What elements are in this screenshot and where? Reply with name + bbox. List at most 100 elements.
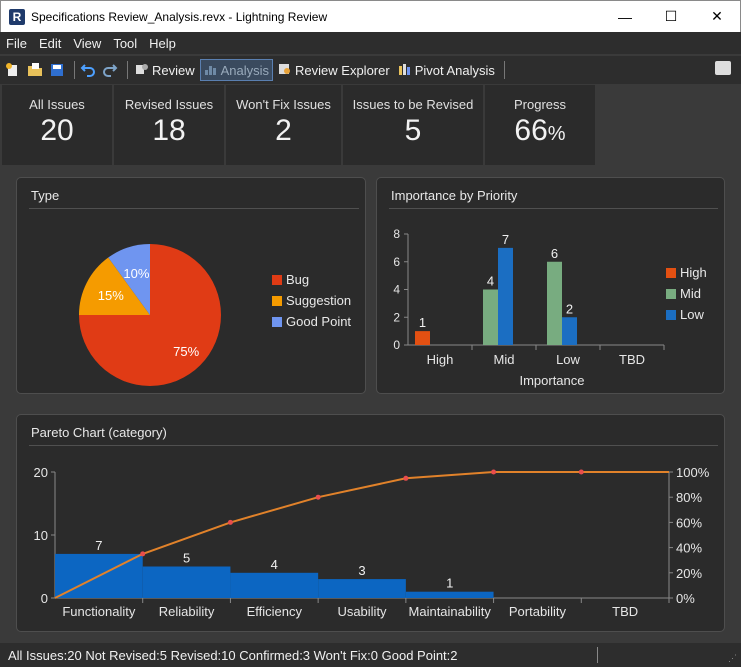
bar-low-mid <box>498 247 513 345</box>
kpi-value: 66% <box>514 114 566 147</box>
pivot-icon <box>398 62 412 79</box>
bar-value-label: 4 <box>487 274 494 289</box>
app-logo-icon: R <box>9 8 25 25</box>
legend-swatch <box>272 274 282 285</box>
kpi-issues-to-be-revised: Issues to be Revised 5 <box>343 85 483 165</box>
pareto-bar-maintainability <box>405 591 494 598</box>
status-bar: All Issues:20 Not Revised:5 Revised:10 C… <box>0 643 741 667</box>
new-file-icon[interactable] <box>4 61 22 79</box>
priority-panel: Importance by Priority 0 2 4 6 8 High 1 Mid 4 7 Lo… <box>376 177 725 394</box>
kpi-value: 2 <box>275 114 292 147</box>
pareto-value-label: 3 <box>358 563 365 578</box>
legend-label: Bug <box>286 272 310 287</box>
pivot-analysis-label: Pivot Analysis <box>414 62 495 78</box>
legend-swatch <box>272 295 282 306</box>
y-tick-label: 10 <box>34 528 48 543</box>
x-tick-label: Maintainability <box>409 604 492 619</box>
toolbar-separator <box>503 61 505 79</box>
legend-item-good-point: Good Point <box>272 314 351 329</box>
kpi-label: All Issues <box>29 97 85 112</box>
priority-panel-title: Importance by Priority <box>391 188 518 203</box>
legend-label: Good Point <box>286 314 352 329</box>
legend-swatch <box>666 267 676 278</box>
menu-view[interactable]: View <box>73 35 102 51</box>
pie-slice-suggestion <box>79 257 150 315</box>
y-tick-label: 0 <box>41 591 48 606</box>
kpi-value: 5 <box>404 114 422 147</box>
bar-chart-icon <box>204 62 218 79</box>
kpi-label: Won't Fix Issues <box>236 97 331 112</box>
explorer-icon <box>278 62 292 79</box>
pareto-value-label: 4 <box>271 557 278 572</box>
pareto-value-label: 5 <box>183 551 190 566</box>
bar-value-label: 6 <box>551 246 558 261</box>
menu-tool[interactable]: Tool <box>113 35 138 51</box>
review-icon <box>135 62 149 79</box>
kpi-revised-issues: Revised Issues 18 <box>114 85 224 165</box>
x-tick-label: TBD <box>612 604 638 619</box>
legend-label: High <box>680 265 707 280</box>
y-tick-label: 4 <box>393 283 400 297</box>
undo-icon[interactable] <box>79 61 97 79</box>
x-tick-label: High <box>427 352 454 367</box>
pie-slice-label: 15% <box>98 288 124 303</box>
legend-item-bug: Bug <box>272 272 309 287</box>
legend-item-high: High <box>666 265 707 280</box>
x-tick-label: Reliability <box>159 604 215 619</box>
resize-grip-icon[interactable]: ⋰ <box>728 653 737 663</box>
kpi-label: Issues to be Revised <box>352 97 474 112</box>
kpi-value: 18 <box>152 114 186 147</box>
menu-help[interactable]: Help <box>149 35 176 51</box>
pareto-panel-title: Pareto Chart (category) <box>31 425 167 440</box>
save-icon[interactable] <box>48 61 66 79</box>
redo-icon[interactable] <box>101 61 119 79</box>
close-button[interactable]: ✕ <box>711 8 723 24</box>
pareto-value-label: 7 <box>95 538 102 553</box>
kpi-value: 20 <box>40 114 74 147</box>
pie-slice-label: 75% <box>173 344 199 359</box>
minimize-button[interactable]: — <box>618 8 632 25</box>
window-title: Specifications Review_Analysis.revx - Li… <box>31 9 328 24</box>
window-controls: — ☐ ✕ <box>602 1 740 32</box>
cumulative-point <box>227 519 233 525</box>
menu-file[interactable]: File <box>6 35 27 51</box>
x-tick-label: Usability <box>337 604 387 619</box>
kpi-label: Progress <box>513 97 567 112</box>
review-button[interactable]: Review <box>132 59 198 81</box>
bar-high-high <box>415 331 430 345</box>
bar-mid-low <box>547 261 562 345</box>
y-tick-label: 2 <box>393 310 400 324</box>
legend-label: Low <box>680 307 704 322</box>
kpi-row: All Issues 20 Revised Issues 18 Won't Fi… <box>0 85 741 166</box>
title-bar: R Specifications Review_Analysis.revx - … <box>0 0 741 32</box>
legend-swatch <box>666 309 676 320</box>
x-tick-label: Efficiency <box>247 604 303 619</box>
maximize-button[interactable]: ☐ <box>664 8 678 24</box>
comment-icon[interactable] <box>715 61 731 75</box>
legend-swatch <box>666 288 676 299</box>
analysis-button[interactable]: Analysis <box>199 59 274 81</box>
review-explorer-label: Review Explorer <box>295 62 390 78</box>
y2-tick-label: 60% <box>676 515 702 530</box>
bar-value-label: 1 <box>419 315 426 330</box>
bar-low-low <box>562 317 577 345</box>
y-tick-label: 6 <box>393 255 400 269</box>
kpi-wont-fix-issues: Won't Fix Issues 2 <box>226 85 341 165</box>
legend-item-mid: Mid <box>666 286 701 301</box>
y-tick-label: 8 <box>393 227 400 241</box>
pie-slice-good-point <box>108 244 150 315</box>
pareto-panel: Pareto Chart (category) 0 10 20 0% 20% 40% 60%… <box>16 414 725 632</box>
analysis-label: Analysis <box>220 62 270 78</box>
menu-edit[interactable]: Edit <box>38 35 62 51</box>
pivot-analysis-button[interactable]: Pivot Analysis <box>395 59 498 81</box>
legend-item-low: Low <box>666 307 704 322</box>
x-tick-label: Low <box>556 352 580 367</box>
kpi-progress: Progress 66% <box>485 85 595 165</box>
open-folder-icon[interactable] <box>26 61 44 79</box>
bar-mid-mid <box>483 289 498 345</box>
divider <box>389 208 718 209</box>
cumulative-point <box>578 469 584 475</box>
pareto-chart: 0 10 20 0% 20% 40% 60% 80% 100% Functionality 7 Rel… <box>34 465 710 619</box>
cumulative-point <box>315 494 321 500</box>
review-explorer-button[interactable]: Review Explorer <box>275 59 393 81</box>
